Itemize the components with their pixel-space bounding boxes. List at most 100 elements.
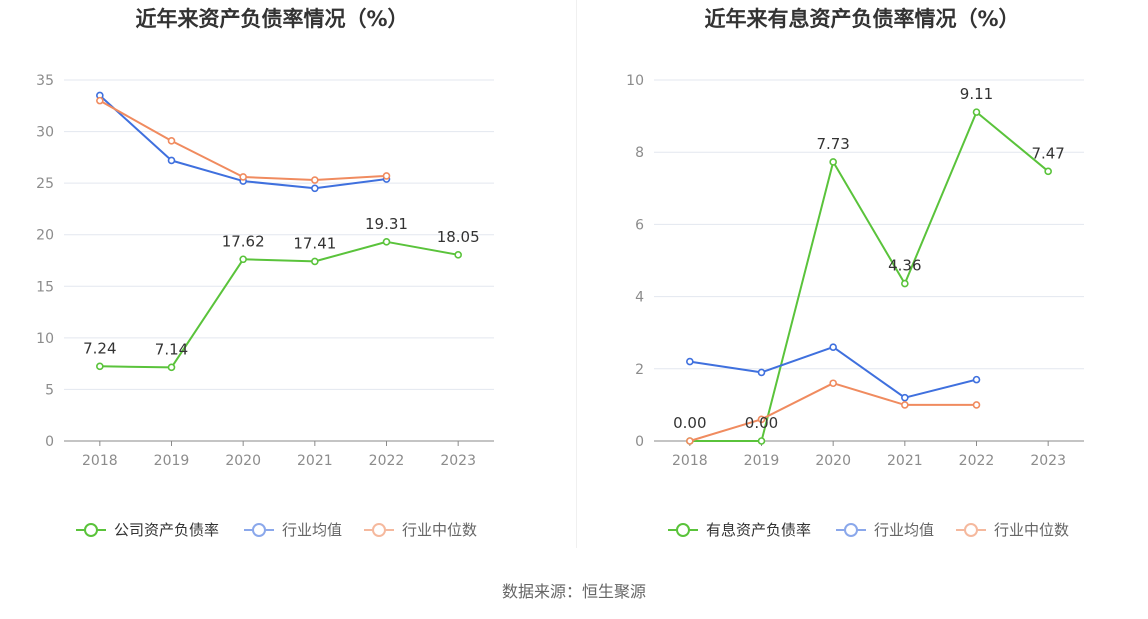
data-label-layer: 7.24 7.14 17.62 17.41 19.31 18.05 xyxy=(83,215,480,359)
data-point xyxy=(757,415,766,424)
legend-swatch xyxy=(364,523,394,537)
data-point xyxy=(972,401,981,409)
y-axis: 0 2 4 6 8 10 xyxy=(626,73,644,450)
y-axis: 0 5 10 15 20 25 30 35 xyxy=(36,73,54,450)
data-label-layer: 0.00 0.00 7.73 4.36 9.11 7.47 xyxy=(673,85,1065,432)
data-point xyxy=(311,184,319,193)
legend-item[interactable]: 有息资产负债率 xyxy=(668,521,811,539)
x-tick-label: 2019 xyxy=(154,453,190,469)
legend-swatch-marker xyxy=(252,523,266,537)
chart-title: 近年来有息资产负债率情况（%） xyxy=(704,7,1019,31)
y-tick-label: 25 xyxy=(36,176,54,192)
x-axis: 2018 2019 2020 2021 2022 2023 xyxy=(654,440,1084,469)
y-tick-label: 15 xyxy=(36,279,54,295)
data-point xyxy=(686,357,694,366)
chart-divider xyxy=(576,0,577,548)
x-tick-label: 2023 xyxy=(1030,453,1066,469)
legend-label: 行业均值 xyxy=(874,521,934,539)
y-tick-label: 10 xyxy=(626,73,644,89)
chart-title: 近年来资产负债率情况（%） xyxy=(135,7,408,31)
series-layer xyxy=(686,108,1052,445)
data-point xyxy=(167,137,176,145)
legend-swatch-marker xyxy=(964,523,978,537)
data-label: 4.36 xyxy=(888,257,921,275)
x-tick-label: 2021 xyxy=(887,453,923,469)
y-tick-label: 5 xyxy=(45,382,54,398)
legend: 有息资产负债率 行业均值 行业中位数 xyxy=(668,521,1069,539)
data-point xyxy=(311,257,319,266)
grid-lines xyxy=(64,79,494,390)
series-line xyxy=(99,240,459,369)
data-point xyxy=(972,108,981,116)
data-point xyxy=(454,251,462,259)
data-label: 0.00 xyxy=(745,414,778,432)
data-label: 19.31 xyxy=(365,215,408,233)
interest-bearing-liability-ratio-chart: 近年来有息资产负债率情况（%） 0 2 4 6 8 10 2018 2019 2020 2021… xyxy=(626,7,1084,539)
legend-swatch xyxy=(836,523,866,537)
data-label: 7.73 xyxy=(816,135,849,153)
x-axis: 2018 2019 2020 2021 2022 2023 xyxy=(64,440,494,469)
legend-swatch xyxy=(76,523,106,537)
y-tick-label: 10 xyxy=(36,331,54,347)
data-point xyxy=(972,375,981,384)
data-point xyxy=(829,343,837,351)
y-tick-label: 0 xyxy=(45,434,54,450)
data-point xyxy=(686,437,694,445)
series-layer xyxy=(96,91,462,372)
data-point xyxy=(167,363,176,372)
series-line xyxy=(689,382,977,442)
legend-item[interactable]: 行业均值 xyxy=(836,521,934,539)
x-tick-label: 2018 xyxy=(82,453,118,469)
data-label: 0.00 xyxy=(673,414,706,432)
x-tick-label: 2018 xyxy=(672,453,708,469)
data-point xyxy=(239,173,247,181)
data-point xyxy=(829,379,837,388)
data-point xyxy=(167,156,176,165)
data-point xyxy=(96,96,104,105)
x-tick-label: 2022 xyxy=(369,453,405,469)
legend-swatch-marker xyxy=(676,523,690,537)
data-label: 18.05 xyxy=(437,228,480,246)
legend-swatch-marker xyxy=(844,523,858,537)
data-point xyxy=(239,255,247,264)
legend-swatch-marker xyxy=(84,523,98,537)
x-tick-label: 2019 xyxy=(744,453,780,469)
x-tick-label: 2020 xyxy=(815,453,851,469)
legend-item[interactable]: 公司资产负债率 xyxy=(76,521,219,539)
data-point xyxy=(96,362,104,371)
series-line xyxy=(689,346,977,399)
data-point xyxy=(901,279,909,288)
data-label: 17.62 xyxy=(222,232,265,250)
legend-label: 有息资产负债率 xyxy=(706,521,811,539)
x-tick-label: 2021 xyxy=(297,453,333,469)
legend-label: 行业均值 xyxy=(282,521,342,539)
x-tick-label: 2022 xyxy=(959,453,995,469)
y-tick-label: 0 xyxy=(635,434,644,450)
series-line xyxy=(99,99,387,181)
x-tick-label: 2020 xyxy=(225,453,261,469)
series-line xyxy=(689,111,1049,442)
legend-swatch-marker xyxy=(372,523,386,537)
data-source: 数据来源：恒生聚源 xyxy=(501,582,646,601)
x-tick-label: 2023 xyxy=(440,453,476,469)
legend-label: 行业中位数 xyxy=(994,521,1069,539)
y-tick-label: 20 xyxy=(36,228,54,244)
legend-item[interactable]: 行业均值 xyxy=(244,521,342,539)
y-tick-label: 35 xyxy=(36,73,54,89)
data-point xyxy=(757,437,766,445)
data-label: 17.41 xyxy=(293,234,336,252)
data-point xyxy=(757,368,766,377)
legend-swatch xyxy=(244,523,274,537)
data-point xyxy=(311,176,319,184)
data-point xyxy=(901,401,909,409)
data-point xyxy=(901,393,909,402)
legend-label: 行业中位数 xyxy=(402,521,477,539)
data-label: 7.24 xyxy=(83,339,116,357)
data-point xyxy=(382,172,391,180)
legend-item[interactable]: 行业中位数 xyxy=(364,521,477,539)
legend-item[interactable]: 行业中位数 xyxy=(956,521,1069,539)
data-point xyxy=(382,238,391,246)
data-point xyxy=(1044,167,1052,176)
legend-swatch xyxy=(956,523,986,537)
data-point xyxy=(829,158,837,166)
